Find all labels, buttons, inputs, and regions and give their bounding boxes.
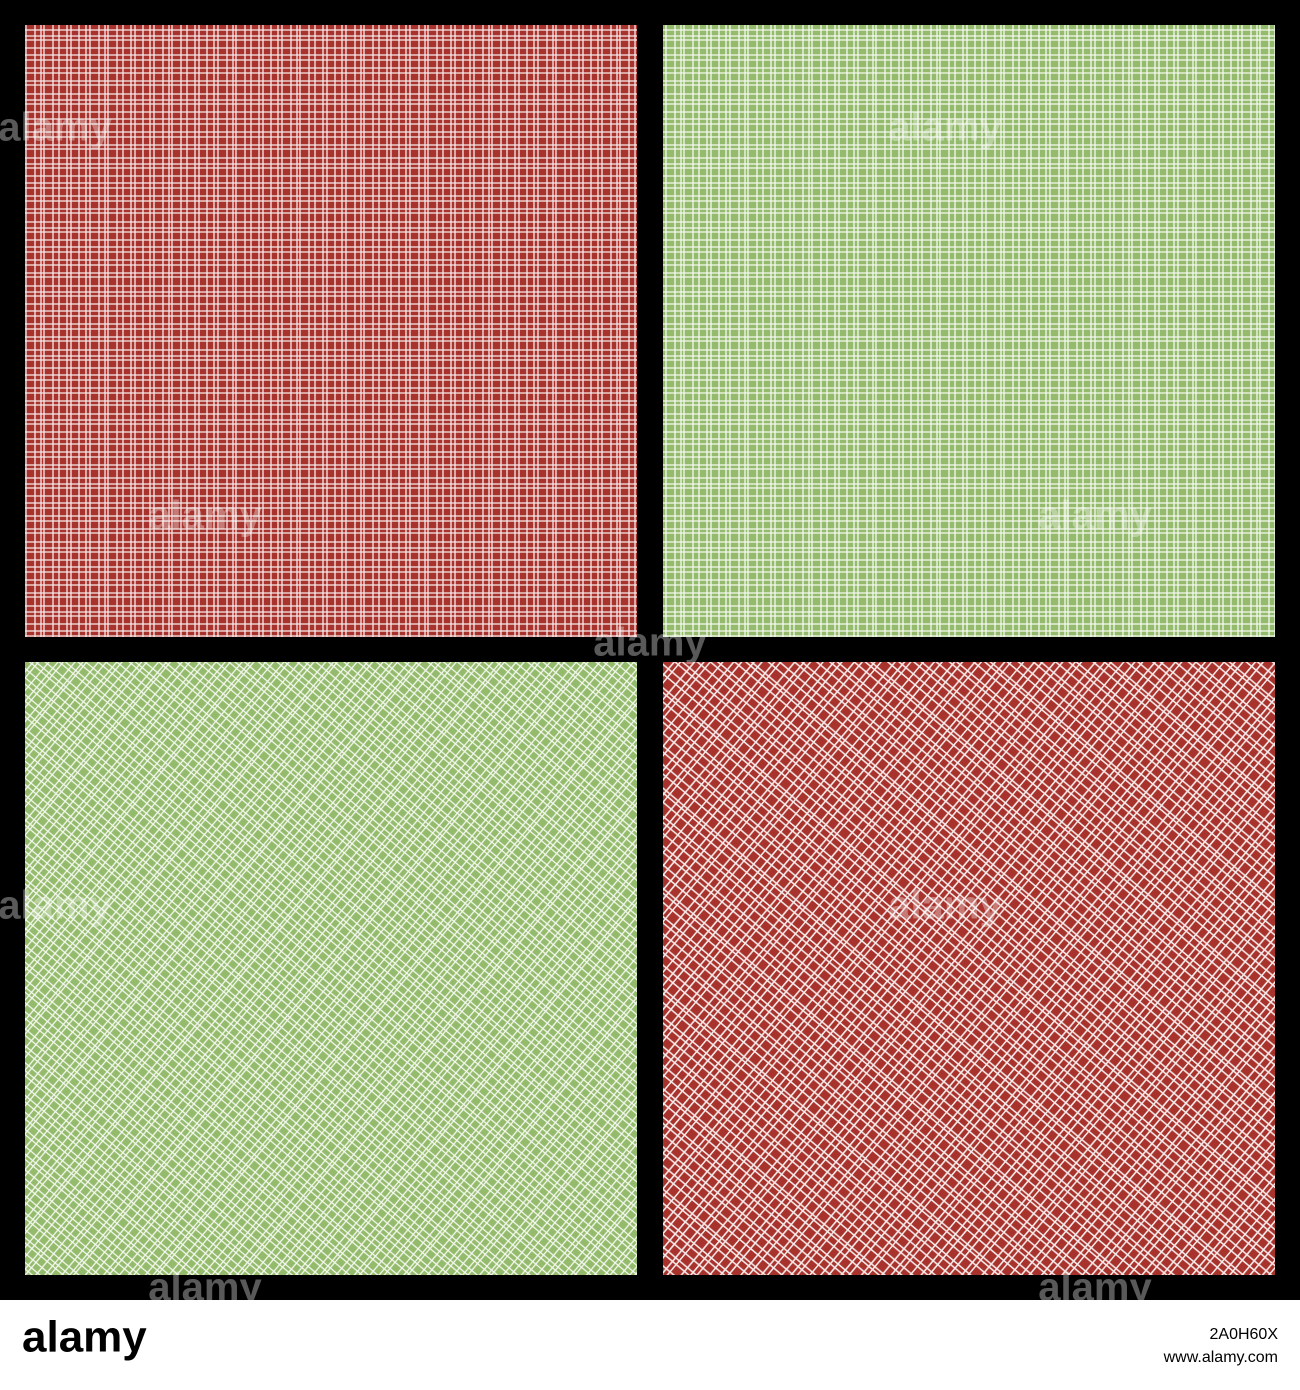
footer bbox=[0, 1300, 1300, 1390]
watermark: alamy bbox=[148, 494, 262, 538]
url: www.alamy.com bbox=[1163, 1349, 1278, 1366]
panel-green-diagonal bbox=[25, 662, 637, 1275]
watermark: alamy bbox=[0, 106, 112, 150]
panel-red-grid bbox=[25, 25, 637, 637]
panel-green-grid bbox=[663, 25, 1275, 637]
watermark: alamy bbox=[888, 884, 1002, 928]
panel-red-diagonal bbox=[663, 662, 1275, 1275]
watermark: alamy bbox=[888, 106, 1002, 150]
watermark: alamy bbox=[1038, 494, 1152, 538]
watermark: alamy bbox=[0, 884, 112, 928]
image-id: 2A0H60X bbox=[1210, 1326, 1279, 1343]
watermark: alamy bbox=[593, 621, 707, 665]
logo: alamy bbox=[22, 1313, 147, 1362]
